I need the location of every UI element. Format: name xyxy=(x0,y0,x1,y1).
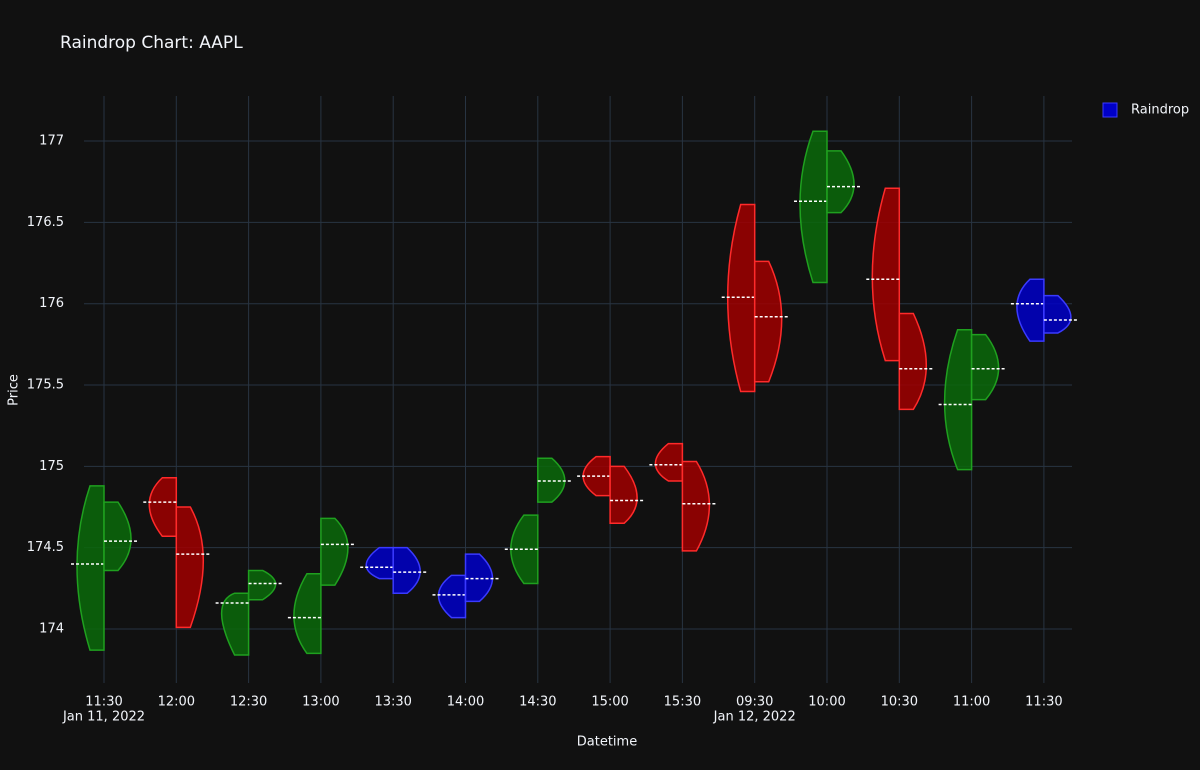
y-tick-label: 175.5 xyxy=(27,378,64,393)
raindrop-half xyxy=(392,546,421,594)
x-tick-label: 13:00 xyxy=(302,695,339,710)
raindrop-half xyxy=(799,130,828,284)
raindrop-half xyxy=(464,553,494,603)
raindrop-half xyxy=(247,569,277,601)
raindrop-half xyxy=(582,455,611,497)
x-tick-label: 15:00 xyxy=(591,695,628,710)
x-tick-label: 09:30 xyxy=(736,695,773,710)
y-tick-label: 174.5 xyxy=(27,540,64,555)
y-tick-label: 174 xyxy=(39,622,64,637)
x-tick-label: 11:30 xyxy=(1025,695,1062,710)
x-tick-label: 14:30 xyxy=(519,695,556,710)
x-tick-date: Jan 12, 2022 xyxy=(713,710,796,725)
raindrop-half xyxy=(510,514,539,585)
x-axis-title: Datetime xyxy=(577,735,637,750)
legend-label[interactable]: Raindrop xyxy=(1131,103,1189,118)
legend-swatch[interactable] xyxy=(1102,102,1118,118)
x-tick-label: 12:00 xyxy=(158,695,195,710)
x-tick-label: 13:30 xyxy=(374,695,411,710)
raindrop-half xyxy=(103,501,132,572)
raindrop-half xyxy=(681,460,711,552)
x-tick-label: 10:30 xyxy=(881,695,918,710)
x-tick-label: 11:30 xyxy=(85,695,122,710)
raindrop-half xyxy=(753,260,783,383)
raindrop-half xyxy=(320,517,349,586)
raindrop-half xyxy=(1016,278,1045,342)
raindrop-half xyxy=(148,476,178,538)
x-tick-label: 14:00 xyxy=(447,695,484,710)
x-tick-label: 15:30 xyxy=(664,695,701,710)
x-tick-label: 12:30 xyxy=(230,695,267,710)
raindrop-half xyxy=(537,457,566,503)
y-axis-title: Price xyxy=(7,374,22,406)
raindrop-half xyxy=(654,442,684,482)
y-tick-label: 175 xyxy=(39,459,64,474)
y-tick-label: 176 xyxy=(39,296,64,311)
y-tick-label: 176.5 xyxy=(27,215,64,230)
raindrop-half xyxy=(293,572,322,655)
y-tick-label: 177 xyxy=(39,134,64,149)
raindrop-half xyxy=(726,203,756,393)
x-tick-date: Jan 11, 2022 xyxy=(62,710,145,725)
raindrop-half xyxy=(76,485,105,651)
raindrop-half xyxy=(871,187,901,362)
raindrop-half xyxy=(221,592,250,656)
raindrop-half xyxy=(826,150,855,214)
chart-title: Raindrop Chart: AAPL xyxy=(60,33,243,53)
raindrop-half xyxy=(943,328,973,471)
raindrop-half xyxy=(970,333,1000,401)
x-tick-label: 10:00 xyxy=(808,695,845,710)
raindrop-half xyxy=(175,506,205,629)
raindrop-half xyxy=(437,574,467,619)
x-tick-label: 11:00 xyxy=(953,695,990,710)
